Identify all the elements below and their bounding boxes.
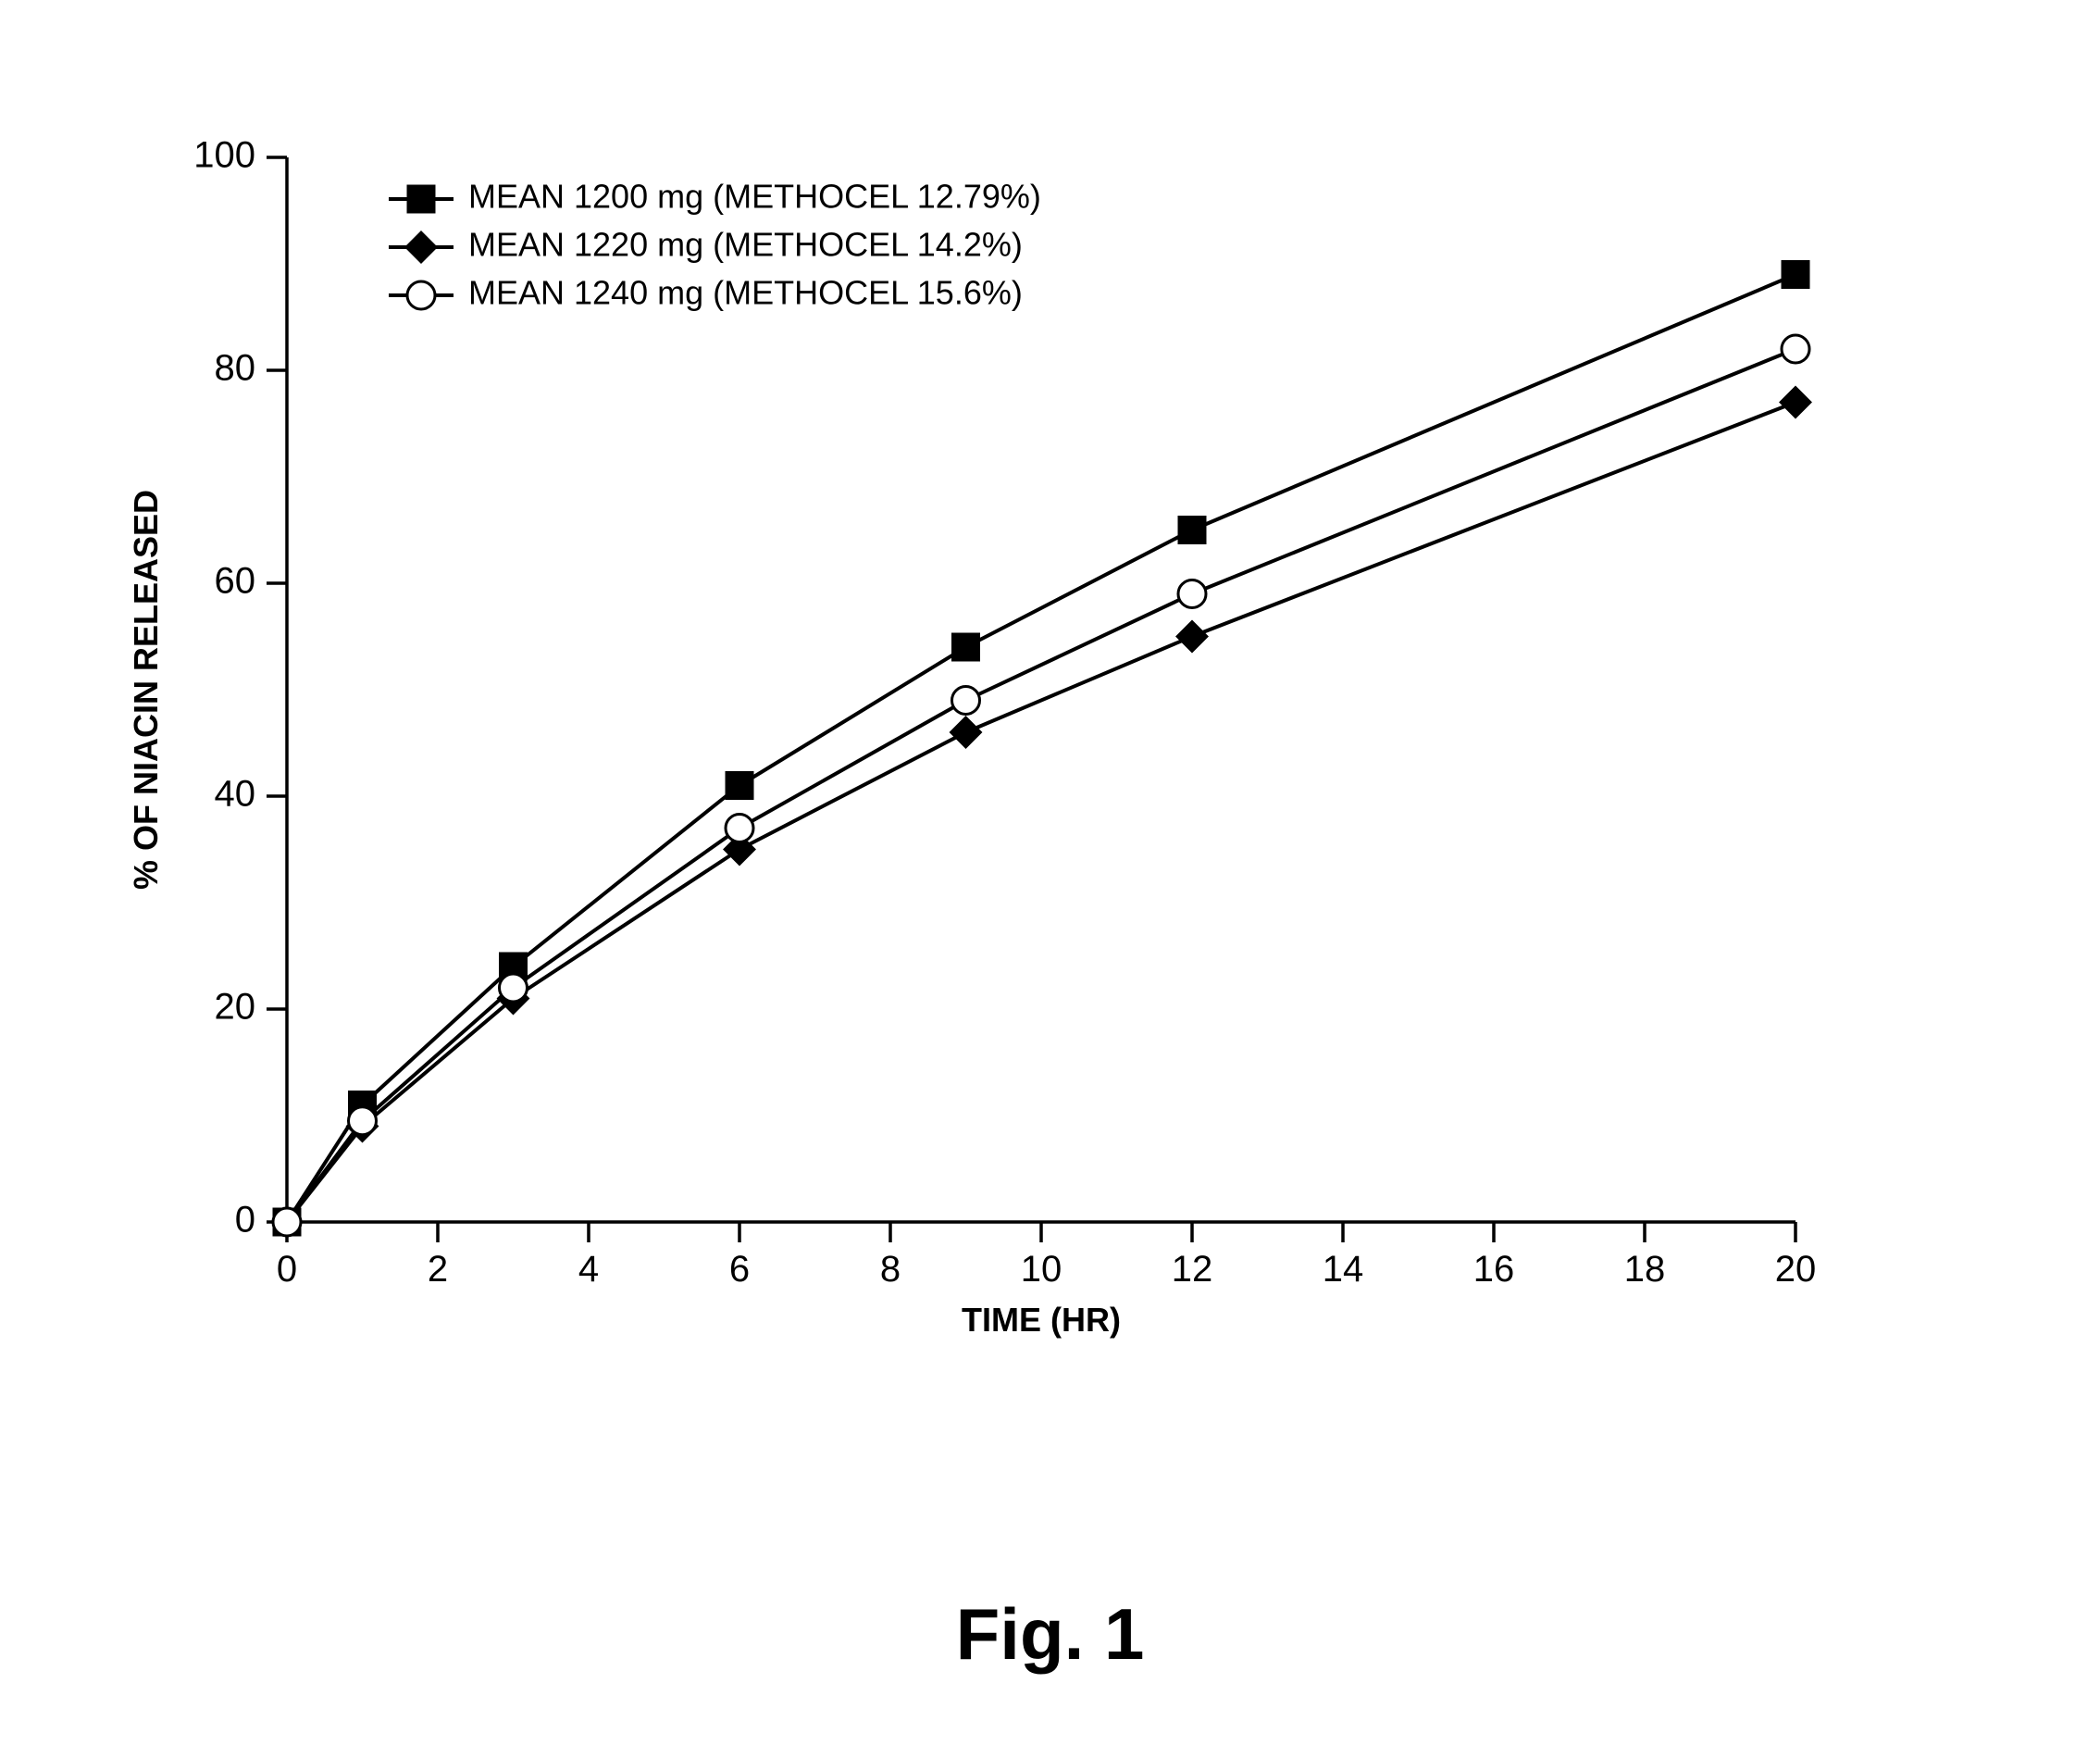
svg-text:12: 12 (1172, 1249, 1213, 1290)
svg-text:60: 60 (215, 561, 256, 602)
svg-text:40: 40 (215, 774, 256, 815)
svg-text:10: 10 (1021, 1249, 1062, 1290)
legend: MEAN 1200 mg (METHOCEL 12.79%) MEAN 1220 … (389, 178, 1041, 312)
svg-text:6: 6 (729, 1249, 750, 1290)
svg-text:MEAN 1240 mg (METHOCEL 15.6%): MEAN 1240 mg (METHOCEL 15.6%) (468, 274, 1023, 312)
figure-container: 0 20 40 60 80 100 0 2 4 6 8 10 12 14 16 18 20 TIME (HR) % … (0, 0, 2100, 1758)
svg-text:16: 16 (1473, 1249, 1515, 1290)
series-1220 (271, 386, 1812, 1238)
svg-text:0: 0 (235, 1200, 255, 1241)
series-1200 (273, 261, 1809, 1237)
svg-text:0: 0 (277, 1249, 297, 1290)
svg-text:TIME (HR): TIME (HR) (962, 1301, 1121, 1339)
svg-text:8: 8 (880, 1249, 901, 1290)
svg-text:20: 20 (1775, 1249, 1817, 1290)
svg-text:100: 100 (193, 135, 255, 176)
svg-text:MEAN 1200 mg (METHOCEL 12.79%): MEAN 1200 mg (METHOCEL 12.79%) (468, 178, 1041, 216)
svg-text:4: 4 (578, 1249, 599, 1290)
figure-caption: Fig. 1 (0, 1592, 2100, 1677)
svg-text:18: 18 (1624, 1249, 1666, 1290)
svg-text:20: 20 (215, 987, 256, 1028)
series-1240 (273, 335, 1809, 1236)
release-chart: 0 20 40 60 80 100 0 2 4 6 8 10 12 14 16 18 20 TIME (HR) % … (0, 0, 2100, 1527)
svg-text:% OF NIACIN RELEASED: % OF NIACIN RELEASED (127, 490, 165, 890)
svg-text:2: 2 (428, 1249, 448, 1290)
svg-text:MEAN 1220 mg (METHOCEL 14.2%): MEAN 1220 mg (METHOCEL 14.2%) (468, 226, 1023, 264)
svg-text:14: 14 (1323, 1249, 1364, 1290)
svg-text:80: 80 (215, 348, 256, 389)
